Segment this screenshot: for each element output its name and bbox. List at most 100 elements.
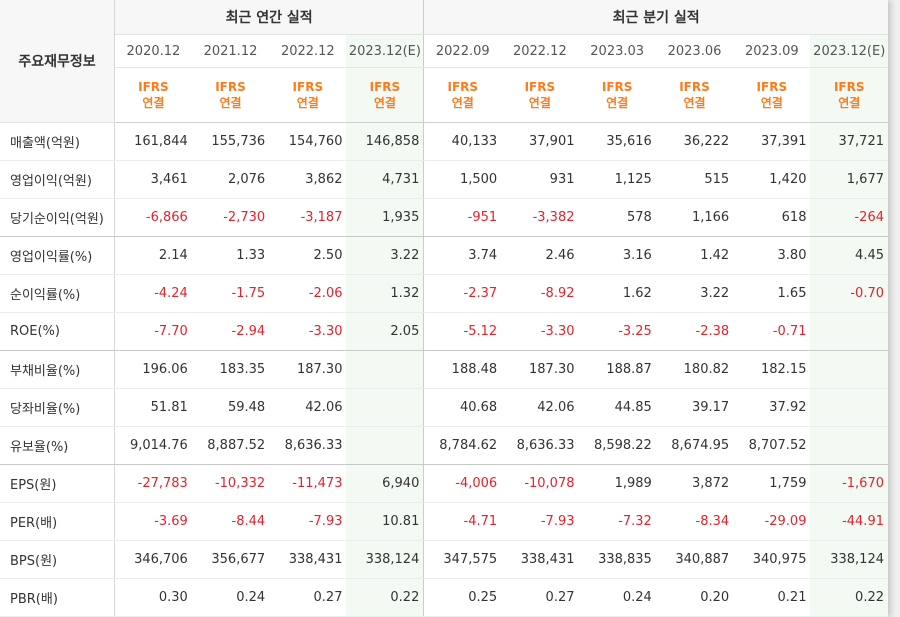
period-date-row: 2020.12 2021.12 2022.12 2023.12(E) 2022.09 20… bbox=[0, 34, 888, 68]
metric-value: 3.80 bbox=[733, 236, 811, 275]
metric-value: 1.33 bbox=[191, 236, 270, 275]
metric-value: 931 bbox=[501, 160, 579, 199]
metric-value: -2.94 bbox=[191, 312, 270, 351]
metric-value: -11,473 bbox=[269, 464, 347, 503]
basis-scope: 연결 bbox=[296, 96, 319, 110]
metric-value: -951 bbox=[423, 198, 502, 237]
metric-value: -10,078 bbox=[501, 464, 579, 503]
metric-value: -4,006 bbox=[423, 464, 502, 503]
financial-rows: 매출액(억원) 161,844 155,736 154,760 146,858 40,13… bbox=[0, 122, 888, 617]
period-date: 2021.12 bbox=[191, 34, 270, 68]
accounting-basis-row: IFRS 연결 IFRS 연결 IFRS 연결 IFRS 연결 IFRS 연결 IFRS 연결 IFRS… bbox=[0, 67, 888, 123]
metric-value: 8,784.62 bbox=[423, 426, 502, 465]
metric-label: PER(배) bbox=[0, 502, 115, 541]
metric-value: 4.45 bbox=[810, 236, 888, 275]
accounting-basis: IFRS 연결 bbox=[655, 67, 734, 123]
metric-value bbox=[810, 350, 888, 389]
accounting-basis: IFRS 연결 bbox=[346, 67, 424, 123]
metric-value: -4.71 bbox=[423, 502, 502, 541]
metric-value: 3.22 bbox=[655, 274, 734, 313]
basis-standard: IFRS bbox=[601, 80, 633, 94]
metric-label: 당기순이익(억원) bbox=[0, 198, 115, 237]
metric-value: 9,014.76 bbox=[114, 426, 192, 465]
period-date: 2023.12(E) bbox=[346, 34, 424, 68]
metric-value: 187.30 bbox=[269, 350, 347, 389]
metric-value: 0.25 bbox=[423, 578, 502, 617]
metric-value bbox=[810, 426, 888, 465]
basis-standard: IFRS bbox=[679, 80, 710, 94]
basis-scope: 연결 bbox=[606, 96, 629, 110]
metric-value: 1,989 bbox=[578, 464, 656, 503]
metric-value: 4,731 bbox=[346, 160, 424, 199]
metric-label: PBR(배) bbox=[0, 578, 115, 617]
metric-value bbox=[346, 350, 424, 389]
table-row: 매출액(억원) 161,844 155,736 154,760 146,858 40,13… bbox=[0, 122, 888, 161]
metric-value: 0.27 bbox=[269, 578, 347, 617]
metric-value: 37.92 bbox=[733, 388, 811, 427]
metric-value: 0.24 bbox=[578, 578, 656, 617]
period-date: 2023.12(E) bbox=[810, 34, 888, 68]
metric-value: 37,901 bbox=[501, 122, 579, 161]
basis-standard: IFRS bbox=[215, 80, 246, 94]
metric-value: 0.30 bbox=[114, 578, 192, 617]
metric-value: 8,636.33 bbox=[269, 426, 347, 465]
table-row: 유보율(%) 9,014.76 8,887.52 8,636.33 8,784.62 8,… bbox=[0, 426, 888, 465]
metric-value: 51.81 bbox=[114, 388, 192, 427]
metric-value: 1.65 bbox=[733, 274, 811, 313]
basis-scope: 연결 bbox=[683, 96, 706, 110]
accounting-basis: IFRS 연결 bbox=[501, 67, 579, 123]
metric-value: 161,844 bbox=[114, 122, 192, 161]
metric-value: 338,835 bbox=[578, 540, 656, 579]
metric-value: 8,707.52 bbox=[733, 426, 811, 465]
period-date: 2023.09 bbox=[733, 34, 811, 68]
metric-value: -29.09 bbox=[733, 502, 811, 541]
basis-scope: 연결 bbox=[219, 96, 242, 110]
metric-value: 347,575 bbox=[423, 540, 502, 579]
metric-value: 40,133 bbox=[423, 122, 502, 161]
basis-standard: IFRS bbox=[292, 80, 324, 94]
period-date: 2023.06 bbox=[655, 34, 734, 68]
table-row: 영업이익률(%) 2.14 1.33 2.50 3.22 3.74 2.46 3.16 1.42… bbox=[0, 236, 888, 275]
metric-value: 0.27 bbox=[501, 578, 579, 617]
metric-value: 356,677 bbox=[191, 540, 270, 579]
metric-value: 1.62 bbox=[578, 274, 656, 313]
metric-value: 0.21 bbox=[733, 578, 811, 617]
metric-value: -3.30 bbox=[501, 312, 579, 351]
metric-value: 338,124 bbox=[346, 540, 424, 579]
metric-value: -4.24 bbox=[114, 274, 192, 313]
metric-value: 338,431 bbox=[501, 540, 579, 579]
period-date: 2022.12 bbox=[501, 34, 579, 68]
table-row: 당좌비율(%) 51.81 59.48 42.06 40.68 42.06 44.85 39.… bbox=[0, 388, 888, 427]
metric-value: 6,940 bbox=[346, 464, 424, 503]
metric-value: 0.22 bbox=[810, 578, 888, 617]
metric-value: 340,975 bbox=[733, 540, 811, 579]
accounting-basis: IFRS 연결 bbox=[114, 67, 192, 123]
metric-label: BPS(원) bbox=[0, 540, 115, 579]
metric-value: 8,636.33 bbox=[501, 426, 579, 465]
metric-value: 2,076 bbox=[191, 160, 270, 199]
metric-value: -0.71 bbox=[733, 312, 811, 351]
metric-value: 8,674.95 bbox=[655, 426, 734, 465]
metric-value: -2,730 bbox=[191, 198, 270, 237]
metric-value: 180.82 bbox=[655, 350, 734, 389]
metric-value: 0.22 bbox=[346, 578, 424, 617]
accounting-basis: IFRS 연결 bbox=[191, 67, 270, 123]
metric-value: 37,391 bbox=[733, 122, 811, 161]
metric-value: 346,706 bbox=[114, 540, 192, 579]
basis-standard: IFRS bbox=[833, 80, 865, 94]
metric-value: -3.30 bbox=[269, 312, 347, 351]
metric-value: -1.75 bbox=[191, 274, 270, 313]
row-label-header: 주요재무정보 bbox=[0, 0, 115, 123]
metric-value: 39.17 bbox=[655, 388, 734, 427]
metric-value: 618 bbox=[733, 198, 811, 237]
metric-value: 3,862 bbox=[269, 160, 347, 199]
accounting-basis: IFRS 연결 bbox=[733, 67, 811, 123]
period-date: 2022.09 bbox=[423, 34, 502, 68]
basis-scope: 연결 bbox=[838, 96, 861, 110]
metric-value: -8.92 bbox=[501, 274, 579, 313]
metric-value: -7.93 bbox=[269, 502, 347, 541]
table-row: PER(배) -3.69 -8.44 -7.93 10.81 -4.71 -7.93 -7.3… bbox=[0, 502, 888, 541]
metric-value: 1,166 bbox=[655, 198, 734, 237]
period-date: 2020.12 bbox=[114, 34, 192, 68]
metric-value: 2.50 bbox=[269, 236, 347, 275]
